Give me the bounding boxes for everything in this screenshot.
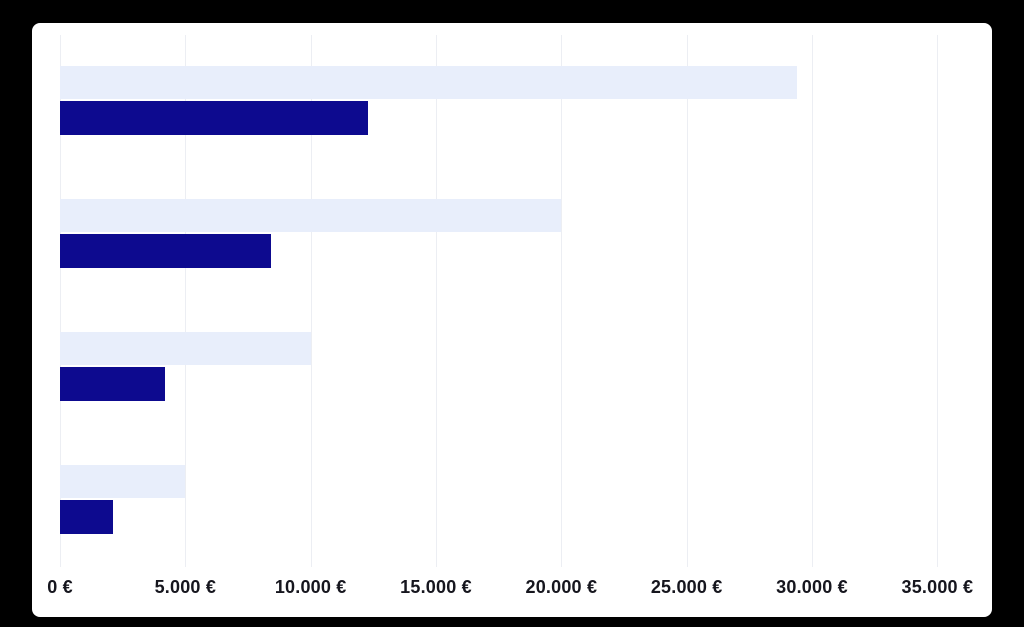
x-gridline (937, 35, 939, 567)
x-gridline (310, 35, 312, 567)
bar-dark-blue (60, 101, 369, 135)
bar-dark-blue (60, 500, 113, 534)
x-tick-label: 15.000 € (400, 577, 472, 597)
x-tick-label: 20.000 € (525, 577, 598, 597)
x-tick-label: 5.000 € (154, 577, 217, 597)
chart-card: 0 € 5.000 € 10.000 € 15.000 € 20.000 € 25.000… (32, 23, 992, 617)
x-tick-label: 35.000 € (901, 577, 974, 597)
bar-dark-blue (60, 367, 166, 401)
x-tick-label: 30.000 € (776, 577, 848, 597)
bar-light-blue (60, 66, 797, 99)
x-gridline (812, 35, 814, 567)
bar-group (60, 301, 992, 434)
bar-group (60, 35, 992, 168)
bar-light-blue (60, 332, 311, 365)
bar-light-blue (60, 465, 186, 498)
x-gridline (185, 35, 187, 567)
x-gridline (60, 35, 61, 567)
x-gridline (686, 35, 688, 567)
bar-group (60, 434, 992, 567)
x-tick-label: 25.000 € (650, 577, 723, 597)
x-gridline (436, 35, 437, 567)
plot-area (60, 35, 992, 567)
bar-dark-blue (60, 234, 271, 268)
x-gridline (561, 35, 563, 567)
x-tick-label: 10.000 € (274, 577, 347, 597)
x-tick-label: 0 € (47, 577, 73, 597)
bar-light-blue (60, 199, 562, 232)
x-axis: 0 € 5.000 € 10.000 € 15.000 € 20.000 € 25.000… (47, 573, 992, 605)
bar-group (60, 168, 992, 301)
